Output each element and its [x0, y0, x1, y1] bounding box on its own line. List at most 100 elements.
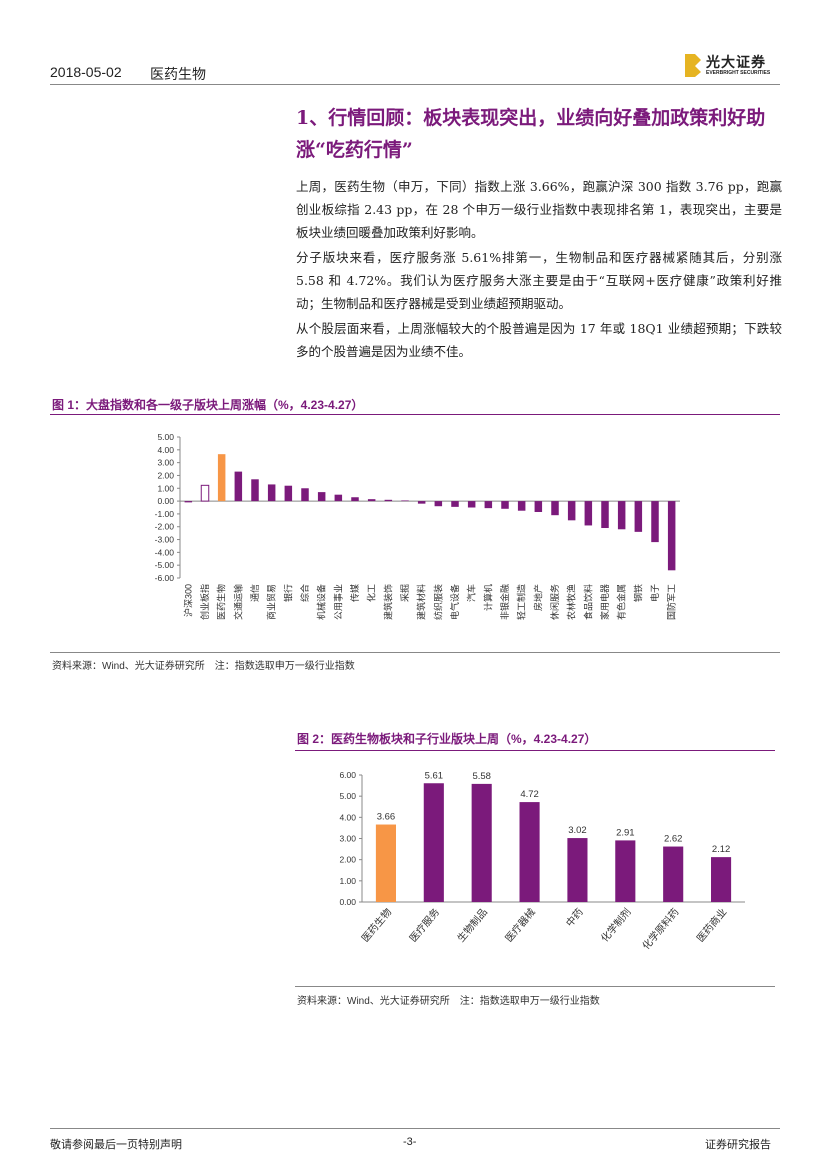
bar [451, 501, 459, 507]
bar [284, 485, 293, 502]
y-tick-label: -3.00 [155, 535, 175, 545]
x-tick-label: 医疗服务 [406, 906, 442, 945]
figure-title: 图 1：大盘指数和各一级子版块上周涨幅（%，4.23-4.27） [52, 398, 364, 412]
bar [384, 499, 393, 502]
y-tick-label: 5.00 [157, 432, 174, 442]
bar [567, 501, 576, 521]
figure-rule [295, 750, 775, 751]
bar [467, 501, 476, 508]
figure-rule [295, 986, 775, 987]
y-tick-label: 3.00 [157, 458, 174, 468]
bar [667, 501, 676, 571]
x-tick-label: 化学制剂 [598, 906, 634, 945]
bar [317, 492, 326, 502]
x-tick-label: 创业板指 [199, 584, 210, 620]
x-tick-label: 化工 [366, 584, 377, 602]
y-tick-label: 4.00 [339, 812, 356, 822]
bar [584, 501, 593, 526]
bar [367, 499, 376, 502]
bar [651, 501, 659, 543]
data-label: 3.02 [568, 825, 587, 836]
paragraph: 从个股层面来看，上周涨幅较大的个股普遍是因为 17 年或 18Q1 业绩超预期；… [296, 321, 782, 359]
figure-title: 图 2：医药生物板块和子行业版块上周（%，4.23-4.27） [297, 732, 597, 746]
figure-source: 资料来源：Wind、光大证券研究所 注：指数选取申万一级行业指数 [297, 996, 600, 1007]
figure-rule [50, 652, 780, 653]
paragraph: 上周，医药生物（申万，下同）指数上涨 3.66%，跑赢沪深 300 指数 3.7… [296, 179, 782, 240]
data-label: 2.91 [616, 827, 635, 838]
page-number: -3- [403, 1136, 417, 1148]
x-tick-label: 交通运输 [232, 584, 243, 620]
bar [251, 479, 259, 502]
bar [434, 501, 443, 507]
logo-icon [685, 54, 701, 77]
x-tick-label: 生物制品 [454, 906, 490, 945]
figure-rule [50, 414, 780, 415]
x-tick-label: 非银金融 [499, 584, 510, 620]
bar [519, 802, 540, 902]
y-tick-label: -5.00 [155, 560, 175, 570]
bar [615, 840, 636, 902]
header-rule [50, 84, 780, 85]
x-tick-label: 国防军工 [666, 584, 677, 620]
bar [351, 497, 359, 502]
x-tick-label: 食品饮料 [582, 584, 593, 620]
bar [634, 501, 643, 532]
data-label: 5.61 [425, 770, 444, 781]
x-tick-label: 电子 [649, 584, 660, 602]
x-tick-label: 轻工制造 [516, 584, 527, 620]
logo-name: 光大证券 [706, 54, 766, 70]
x-tick-label: 计算机 [482, 584, 493, 611]
x-tick-label: 医药生物 [216, 584, 227, 620]
y-tick-label: 0.00 [157, 496, 174, 506]
data-label: 5.58 [472, 771, 491, 782]
x-tick-label: 银行 [282, 584, 293, 602]
x-tick-label: 有色金属 [616, 584, 627, 620]
bar [663, 846, 684, 902]
x-tick-label: 汽车 [466, 584, 477, 602]
logo-en: EVERBRIGHT SECURITIES [706, 70, 771, 76]
bar [551, 501, 559, 516]
bar [200, 484, 210, 502]
y-tick-label: 2.00 [339, 855, 356, 865]
chart: 5.00 4.00 3.00 2.00 1.00 0.00 -1.00 -2.00 -3.00 -… [155, 432, 680, 620]
bar [617, 501, 626, 530]
y-tick-label: 2.00 [157, 470, 174, 480]
y-tick-label: -4.00 [155, 547, 175, 557]
x-tick-label: 医疗器械 [502, 906, 538, 945]
x-tick-label: 医药生物 [359, 906, 395, 945]
bar [334, 494, 343, 502]
footer-rule [50, 1128, 780, 1129]
y-tick-label: 3.00 [339, 834, 356, 844]
data-label: 2.12 [712, 844, 731, 855]
data-label: 3.66 [377, 812, 396, 823]
x-tick-label: 机械设备 [316, 584, 327, 620]
x-tick-label: 电气设备 [449, 584, 460, 620]
x-tick-label: 采掘 [399, 584, 410, 602]
x-tick-label: 中药 [563, 906, 586, 930]
bar [375, 824, 396, 902]
bar [217, 454, 226, 502]
y-tick-label: -1.00 [155, 509, 175, 519]
figure-source: 资料来源：Wind、光大证券研究所 注：指数选取申万一级行业指数 [52, 661, 355, 672]
y-tick-label: 5.00 [339, 791, 356, 801]
footer-disclaimer: 敬请参阅最后一页特别声明 [50, 1139, 182, 1151]
bar [711, 857, 732, 902]
bar [534, 501, 543, 512]
bar [601, 501, 609, 529]
bar [501, 501, 509, 509]
y-tick-label: -6.00 [155, 573, 175, 583]
bar [267, 484, 276, 502]
y-tick-label: -2.00 [155, 522, 175, 532]
y-tick-label: 6.00 [339, 770, 356, 780]
bar [484, 501, 493, 509]
footer-report: 证券研究报告 [705, 1139, 771, 1151]
bar [184, 501, 193, 503]
x-tick-label: 休闲服务 [549, 584, 560, 620]
bar [567, 838, 588, 902]
x-tick-label: 通信 [249, 584, 260, 602]
bar [417, 501, 426, 504]
x-tick-label: 纺织服装 [432, 584, 443, 620]
x-tick-label: 化学原料药 [639, 906, 681, 953]
data-label: 2.62 [664, 834, 683, 845]
